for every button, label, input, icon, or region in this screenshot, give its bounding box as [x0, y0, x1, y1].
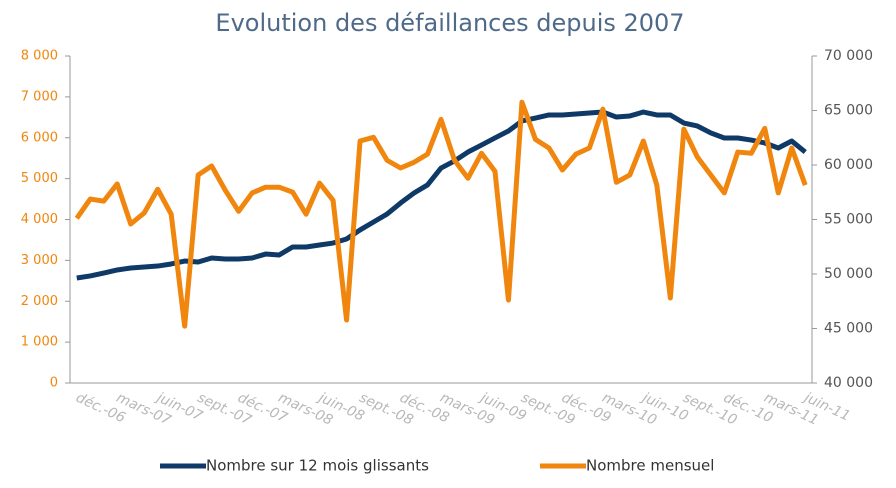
y-tick-label: 0 — [50, 376, 58, 391]
y-tick-label: 2 000 — [21, 294, 58, 309]
legend-label: Nombre mensuel — [586, 457, 714, 475]
chart-title: Evolution des défaillances depuis 2007 — [215, 9, 684, 37]
y-tick-label: 4 000 — [21, 212, 58, 227]
y2-tick-label: 45 000 — [824, 321, 873, 337]
y2-tick-label: 40 000 — [824, 375, 873, 391]
y2-tick-label: 70 000 — [824, 48, 873, 64]
y-tick-label: 6 000 — [21, 130, 58, 145]
series-line — [74, 99, 808, 329]
y2-tick-label: 60 000 — [824, 157, 873, 173]
series-line — [76, 109, 807, 281]
y2-tick-label: 50 000 — [824, 266, 873, 282]
legend-label: Nombre sur 12 mois glissants — [206, 457, 429, 475]
y2-tick-label: 65 000 — [824, 103, 873, 119]
y-tick-label: 7 000 — [21, 89, 58, 104]
y-tick-label: 1 000 — [21, 335, 58, 350]
y-tick-label: 8 000 — [21, 49, 58, 64]
y-tick-label: 5 000 — [21, 171, 58, 186]
y-tick-label: 3 000 — [21, 253, 58, 268]
y2-tick-label: 55 000 — [824, 212, 873, 228]
